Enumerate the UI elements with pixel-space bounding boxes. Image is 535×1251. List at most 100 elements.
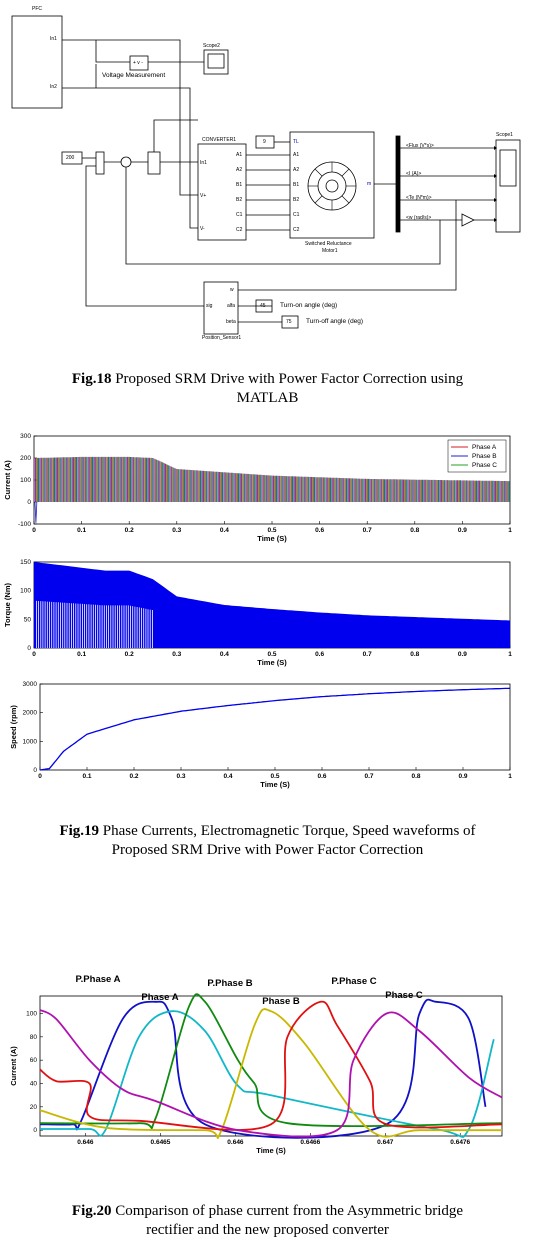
x-tick-label: 0.4 [223, 773, 232, 780]
x-tick-label: 0.6465 [151, 1139, 171, 1146]
y-tick-label: 3000 [23, 681, 38, 688]
motor-tl-label: TL [293, 139, 299, 145]
turn-on-value: 45 [260, 303, 266, 309]
y-axis-label: Current (A) [9, 1046, 18, 1086]
bus-signal-torque: <Te (N*m)> [406, 195, 432, 201]
fig19-caption-text-2: Proposed SRM Drive with Power Factor Cor… [111, 842, 424, 858]
pos-sensor-label: Position_Sensor1 [202, 335, 242, 341]
y-tick-label: 50 [24, 616, 32, 623]
fig19-caption: Fig.19 Phase Currents, Electromagnetic T… [0, 822, 535, 860]
x-tick-label: 0.3 [172, 651, 181, 658]
pos-sig-label: sig [206, 303, 213, 309]
phase-comparison-chart: 0.646 0.6465 0.646 0.6466 0.647 0.6476 0 20 40 60… [9, 974, 503, 1155]
legend-label: Phase A [472, 444, 497, 451]
y-tick-label: 80 [30, 1034, 38, 1041]
y-axis-label: Speed (rpm) [9, 705, 18, 749]
phase-label: P.Phase C [331, 976, 376, 987]
plot-frame [39, 683, 511, 771]
motor-m-label: m [367, 181, 372, 187]
legend-label: Phase B [472, 453, 497, 460]
pos-beta-label: beta [226, 319, 236, 325]
scope1-label: Scope1 [496, 132, 513, 138]
speed-chart: 0 0.1 0.2 0.3 0.4 0.5 0.6 0.7 0.8 0.9 1 0 1000 2000 30… [9, 681, 512, 789]
pfc-block-label: PFC [32, 6, 42, 12]
x-tick-label: 0.2 [125, 651, 134, 658]
fig20-caption: Fig.20 Comparison of phase current from … [0, 1202, 535, 1240]
converter-port-label: C2 [236, 227, 243, 233]
converter-vminus-label: V- [200, 226, 205, 232]
y-tick-label: -100 [18, 521, 31, 528]
x-tick-label: 0.6 [315, 527, 324, 534]
x-tick-label: 0.7 [363, 651, 372, 658]
y-tick-label: 0 [27, 499, 31, 506]
pos-alfa-label: alfa [227, 303, 236, 309]
converter-label: CONVERTER1 [202, 137, 237, 143]
motor-label-2: Motor1 [322, 248, 338, 254]
x-tick-label: 0.2 [129, 773, 138, 780]
y-tick-label: 100 [20, 588, 31, 595]
series-line [36, 456, 510, 502]
x-tick-label: 0.6466 [300, 1139, 320, 1146]
x-tick-label: 0.6476 [450, 1139, 470, 1146]
x-tick-label: 0.5 [267, 651, 276, 658]
x-tick-label: 0.9 [458, 527, 467, 534]
legend-label: Phase C [472, 462, 497, 469]
converter-port-label: C1 [236, 212, 243, 218]
speed-line [39, 687, 511, 771]
y-tick-label: 0 [33, 1127, 37, 1134]
x-tick-label: 0.4 [220, 527, 229, 534]
x-tick-label: 0.8 [411, 773, 420, 780]
y-tick-label: 0 [27, 645, 31, 652]
motor-label: Switched Reluctance [305, 241, 352, 247]
bus-signal-speed: <w (rad/s)> [406, 215, 432, 221]
fig18-caption-number: Fig.18 [71, 371, 112, 387]
x-tick-label: 0.7 [364, 773, 373, 780]
y-tick-label: 150 [20, 559, 31, 566]
bus-signal-flux: <Flux (V*s)> [406, 143, 434, 149]
fig20-caption-text: Comparison of phase current from the Asy… [111, 1203, 464, 1219]
series-line [33, 456, 508, 502]
pfc-in1-label: In1 [50, 36, 57, 42]
y-tick-label: 0 [33, 767, 37, 774]
x-tick-label: 0.3 [172, 527, 181, 534]
x-tick-label: 0.4 [220, 651, 229, 658]
y-tick-label: 200 [20, 455, 31, 462]
x-tick-label: 0.646 [77, 1139, 94, 1146]
motor-port-label: A1 [293, 152, 300, 158]
x-axis-label: Time (S) [260, 780, 290, 789]
torque-chart: 0 0.1 0.2 0.3 0.4 0.5 0.6 0.7 0.8 0.9 1 0 50 100 150 Ti… [3, 559, 512, 667]
converter-port-label: B1 [236, 182, 243, 188]
x-tick-label: 0 [32, 651, 36, 658]
y-tick-label: 1000 [23, 738, 38, 745]
scope2-label: Scope2 [203, 43, 220, 49]
fig18-caption-text-2: MATLAB [236, 390, 299, 406]
turn-off-value: 75 [286, 319, 292, 325]
phase-label: Phase C [385, 990, 423, 1001]
series-line [39, 1009, 503, 1138]
turn-on-label: Turn-on angle (deg) [280, 302, 338, 309]
x-axis-label: Time (S) [257, 534, 287, 543]
phase-label: Phase B [262, 996, 300, 1007]
x-tick-label: 0.7 [363, 527, 372, 534]
series-line [39, 1008, 502, 1139]
y-tick-label: 40 [30, 1081, 38, 1088]
x-tick-label: 0.1 [77, 651, 86, 658]
y-tick-label: 300 [20, 433, 31, 440]
motor-port-label: B1 [293, 182, 300, 188]
torque-gaps [36, 600, 153, 648]
plot-frame [39, 995, 503, 1137]
x-tick-label: 0 [38, 773, 42, 780]
vmeas-inner-label: + v - [133, 60, 143, 66]
converter-vplus-label: V+ [200, 193, 207, 199]
vmeas-label: Voltage Measurement [102, 72, 166, 79]
x-tick-label: 0.5 [267, 527, 276, 534]
x-tick-label: 0.647 [377, 1139, 394, 1146]
motor-port-label: A2 [293, 167, 300, 173]
phase-current-chart: 0 0.1 0.2 0.3 0.4 0.5 0.6 0.7 0.8 0.9 1-1000100200… [3, 433, 512, 543]
x-tick-label: 0.1 [77, 527, 86, 534]
y-axis-label: Torque (Nm) [3, 582, 12, 627]
x-tick-label: 1 [508, 773, 512, 780]
motor-port-label: C1 [293, 212, 300, 218]
fig18-caption-text: Proposed SRM Drive with Power Factor Cor… [111, 371, 464, 387]
series-line [34, 501, 38, 523]
